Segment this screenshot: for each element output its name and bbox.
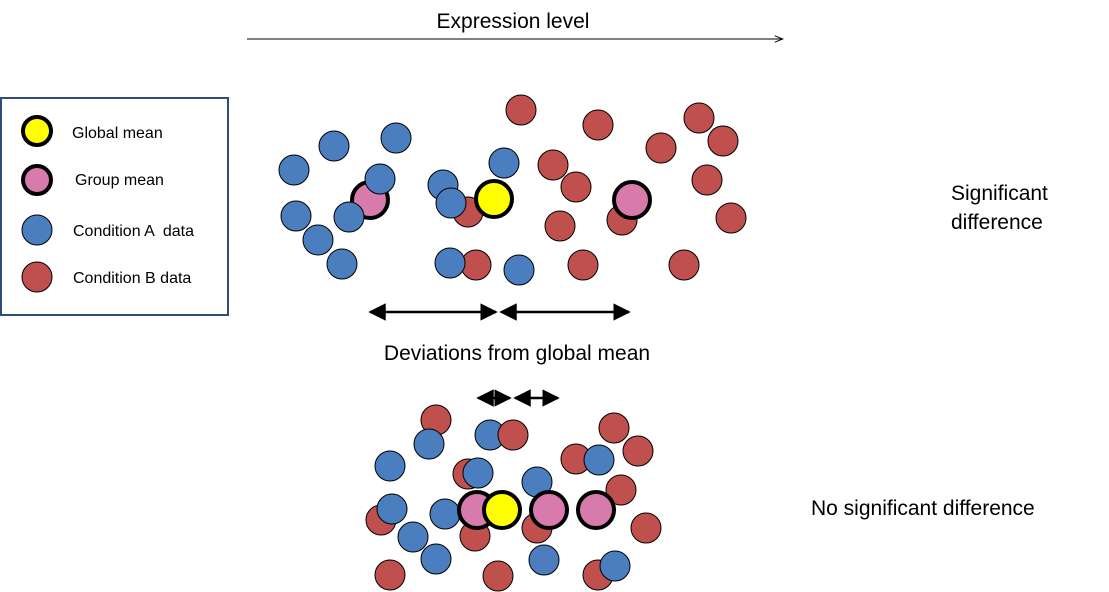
condition-a-point <box>364 163 396 195</box>
condition-b-point <box>707 125 739 157</box>
condition-b-point <box>668 249 700 281</box>
condition-b-point <box>482 560 514 592</box>
condition-b-point <box>505 94 537 126</box>
group-mean-marker <box>612 180 652 220</box>
legend-global-mean-label: Global mean <box>72 125 163 142</box>
condition-b-point <box>645 132 677 164</box>
condition-b-point <box>460 249 492 281</box>
condition-a-point <box>278 154 310 186</box>
significant-label-line1: Significant <box>951 182 1048 205</box>
condition-a-point <box>435 187 467 219</box>
condition-b-point <box>537 149 569 181</box>
condition-a-point <box>413 428 445 460</box>
condition-a-point <box>326 248 358 280</box>
condition-a-point <box>599 550 631 582</box>
legend-global-mean-swatch <box>21 115 53 147</box>
legend-condition-b-swatch <box>21 261 53 293</box>
condition-a-point <box>333 201 365 233</box>
condition-a-point <box>318 130 350 162</box>
condition-b-point <box>582 109 614 141</box>
condition-a-point <box>302 224 334 256</box>
significant-label-line2: difference <box>951 211 1043 234</box>
legend-group-mean-swatch <box>21 164 53 196</box>
condition-a-point <box>528 544 560 576</box>
condition-b-point <box>605 474 637 506</box>
no-significant-scenario-points <box>365 404 662 592</box>
group-mean-marker <box>576 490 616 530</box>
condition-b-point <box>691 164 723 196</box>
legend-group-mean-label: Group mean <box>75 172 164 189</box>
condition-b-point <box>544 210 576 242</box>
condition-a-point <box>280 200 312 232</box>
condition-a-point <box>397 521 429 553</box>
condition-b-point <box>497 419 529 451</box>
significant-scenario-points <box>278 94 747 286</box>
condition-a-point <box>462 457 494 489</box>
condition-b-point <box>683 102 715 134</box>
legend: Global mean Group mean Condition A data … <box>0 97 229 316</box>
condition-a-point <box>380 122 412 154</box>
condition-a-point <box>434 247 466 279</box>
condition-a-point <box>583 444 615 476</box>
group-mean-marker <box>529 490 569 530</box>
legend-condition-b-label: Condition B data <box>73 270 191 287</box>
axis-label: Expression level <box>437 10 590 33</box>
global-mean-marker <box>482 490 522 530</box>
condition-b-point <box>622 435 654 467</box>
no-significant-label: No significant difference <box>811 497 1035 520</box>
condition-a-point <box>429 498 461 530</box>
condition-a-point <box>488 147 520 179</box>
condition-a-point <box>374 450 406 482</box>
condition-a-point <box>503 254 535 286</box>
condition-b-point <box>715 202 747 234</box>
condition-b-point <box>598 412 630 444</box>
global-mean-marker <box>474 179 514 219</box>
legend-condition-a-label: Condition A data <box>73 223 194 240</box>
condition-b-point <box>630 512 662 544</box>
legend-condition-a-swatch <box>21 214 53 246</box>
condition-b-point <box>560 171 592 203</box>
condition-b-point <box>567 249 599 281</box>
condition-a-point <box>376 493 408 525</box>
condition-b-point <box>374 559 406 591</box>
condition-a-point <box>420 543 452 575</box>
deviations-label: Deviations from global mean <box>384 342 650 365</box>
